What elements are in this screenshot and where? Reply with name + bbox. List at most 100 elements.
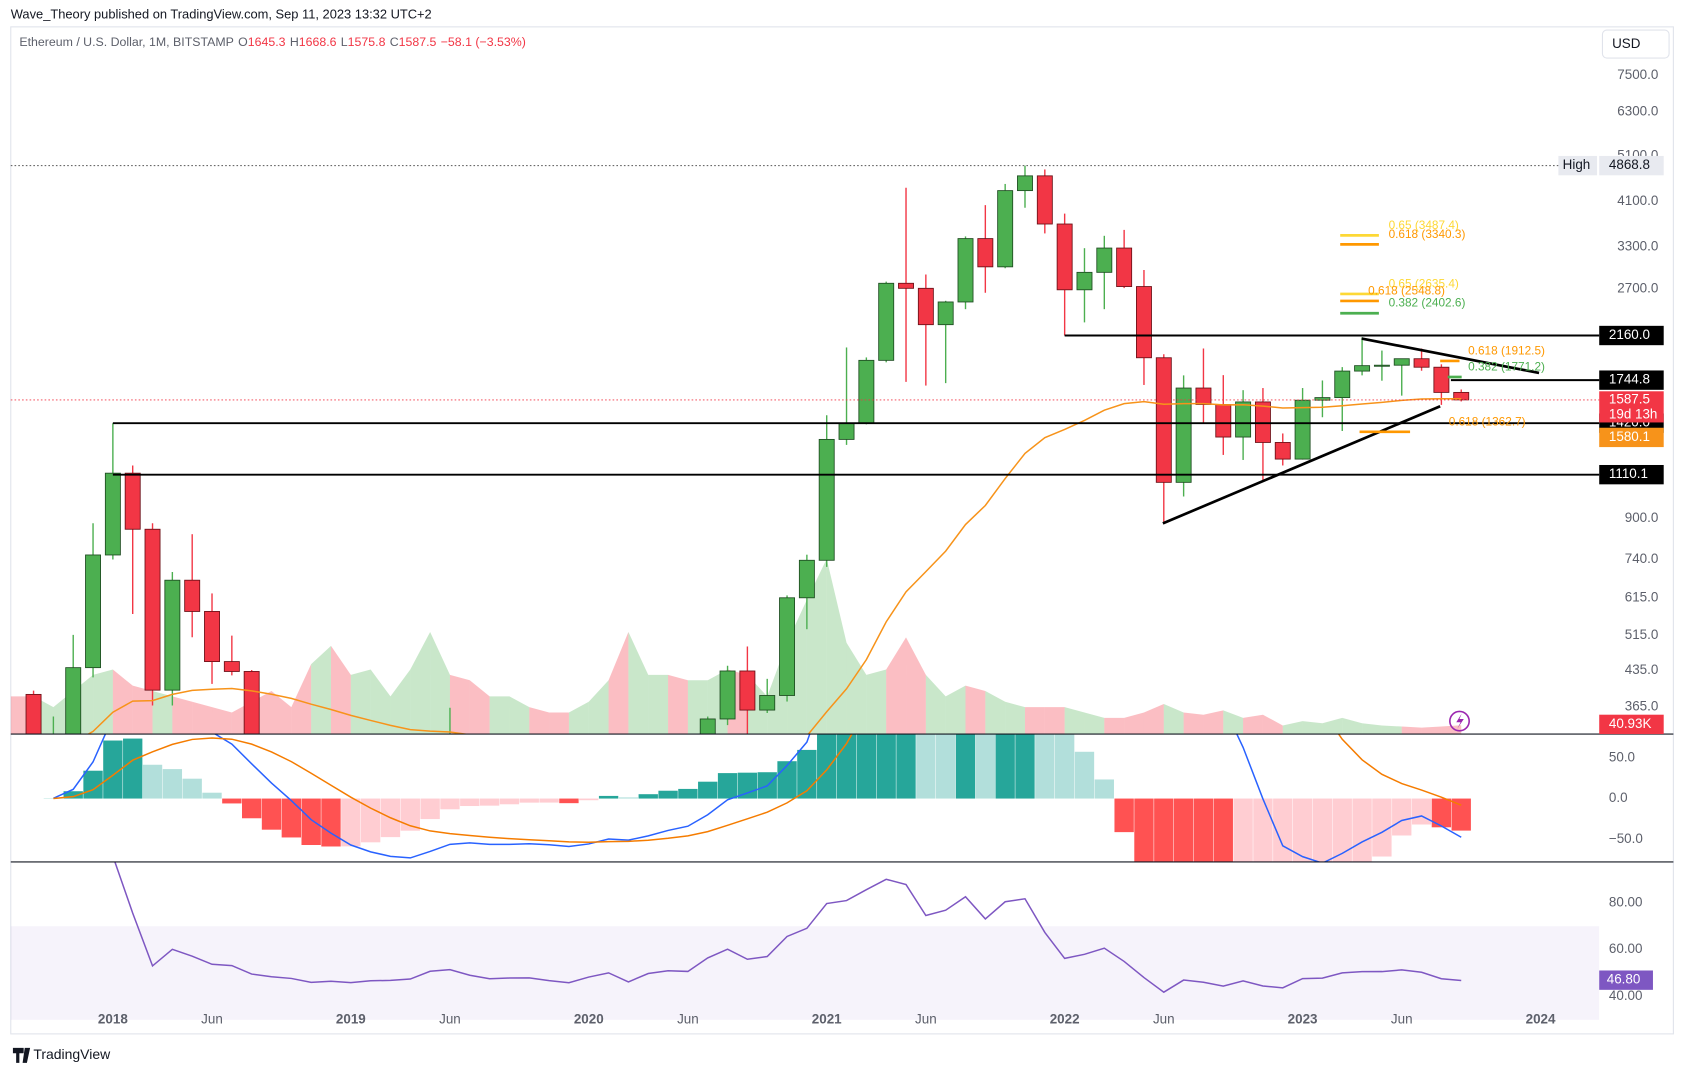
y-tick-label: 615.0 <box>1625 590 1659 605</box>
macd-histogram <box>182 778 202 799</box>
macd-histogram <box>559 798 579 804</box>
macd-histogram <box>261 798 282 830</box>
candle-body <box>1056 223 1073 291</box>
macd-histogram <box>360 798 381 843</box>
fib-label: 0.65 (3487.4) <box>1389 218 1459 232</box>
macd-histogram <box>598 795 619 799</box>
candle-body <box>739 670 756 711</box>
candle-body <box>1235 401 1252 438</box>
macd-histogram <box>1352 798 1372 862</box>
volume-area <box>886 637 907 735</box>
candle-body <box>1373 364 1390 367</box>
y-tick-label: 4100.0 <box>1617 193 1658 208</box>
last-price: 1587.5 <box>1609 391 1650 406</box>
candle-body <box>164 579 181 691</box>
volume-area <box>1203 710 1224 735</box>
currency: USD <box>1612 36 1641 51</box>
fib-label: 0.618 (1912.5) <box>1468 343 1545 357</box>
macd-histogram <box>1015 734 1035 799</box>
candle-body <box>1413 358 1430 368</box>
macd-histogram <box>638 794 658 799</box>
candle-body <box>917 287 934 326</box>
candle-body <box>1314 397 1331 401</box>
macd-histogram <box>658 790 678 799</box>
last-price-box <box>1599 391 1664 423</box>
y-tick-label: 2700.0 <box>1617 280 1658 295</box>
ma-value: 1580.1 <box>1609 429 1650 444</box>
candle-body <box>699 718 716 735</box>
volume-area <box>489 696 510 735</box>
y-tick-label: 900.0 <box>1625 510 1659 525</box>
candle-body <box>204 611 220 663</box>
high-box <box>1558 155 1598 176</box>
macd-histogram <box>1372 798 1392 857</box>
rsi-box <box>1599 970 1653 990</box>
x-tick-label: 2018 <box>98 1011 128 1026</box>
volume-area <box>628 631 649 735</box>
macd-histogram <box>1114 798 1134 833</box>
volume-area <box>1024 707 1045 735</box>
candle-body <box>522 853 537 855</box>
currency-button[interactable] <box>1601 29 1670 59</box>
volume-area <box>1421 726 1442 735</box>
candle-body <box>1096 247 1113 273</box>
candle-body <box>1036 175 1053 225</box>
macd-histogram <box>1392 798 1412 836</box>
candle-body <box>423 772 438 880</box>
volume-area <box>1223 710 1244 735</box>
volume-area <box>846 642 867 735</box>
volume-area <box>152 691 173 735</box>
candle-body <box>1076 271 1093 291</box>
level-label: 2160.0 <box>1609 327 1650 342</box>
legend-key: L <box>341 35 348 49</box>
y-tick-label: 515.0 <box>1625 627 1659 642</box>
macd-histogram <box>717 773 738 799</box>
y-tick-label: 740.0 <box>1625 551 1659 566</box>
candle-body <box>838 423 855 440</box>
macd-histogram <box>916 734 936 799</box>
macd-histogram <box>1312 798 1333 862</box>
volume-area <box>806 558 827 735</box>
volume-area <box>291 664 312 735</box>
volume-area <box>648 674 669 735</box>
x-tick-label: 2020 <box>574 1011 604 1026</box>
y-tick-label: 365.0 <box>1625 699 1659 714</box>
x-tick-label: 2019 <box>336 1011 366 1026</box>
rsi-band <box>10 926 1600 1020</box>
logo <box>12 1047 31 1063</box>
volume-area <box>449 674 470 735</box>
y-tick-label: 6300.0 <box>1617 103 1658 118</box>
legend-value: 1668.6 <box>299 35 337 49</box>
macd-histogram <box>955 734 976 799</box>
y-tick-label: 435.0 <box>1625 662 1659 677</box>
legend: Ethereum / U.S. Dollar, 1M, BITSTAMP O164… <box>19 35 525 49</box>
volume-area <box>965 685 986 735</box>
macd-histogram <box>1233 798 1253 862</box>
rsi-value: 46.80 <box>1607 972 1641 987</box>
candle-body <box>561 890 576 924</box>
level-label: 1110.1 <box>1609 466 1648 481</box>
candle-body <box>601 815 616 855</box>
candle-body <box>858 359 875 424</box>
macd-histogram <box>1292 798 1313 862</box>
candle-body <box>1116 247 1133 287</box>
price-pane <box>10 165 1470 924</box>
volume-area <box>370 669 391 735</box>
macd-histogram <box>440 798 460 810</box>
signal-line <box>53 734 1462 844</box>
alert-icon[interactable] <box>1449 710 1470 732</box>
macd-histogram <box>479 798 500 806</box>
x-tick-label: Jun <box>1391 1011 1413 1026</box>
macd-histogram <box>737 772 758 799</box>
high-label: High <box>1563 157 1591 172</box>
macd-histogram <box>499 798 520 805</box>
candle-body <box>957 238 974 303</box>
candle-body <box>184 579 201 612</box>
volume-area <box>1005 701 1025 735</box>
legend-key: H <box>290 35 299 49</box>
x-tick-label: 2023 <box>1288 1011 1318 1026</box>
macd-histogram <box>1451 798 1471 831</box>
rsi-tick-label: 60.00 <box>1609 941 1643 956</box>
candle-body <box>759 695 776 711</box>
